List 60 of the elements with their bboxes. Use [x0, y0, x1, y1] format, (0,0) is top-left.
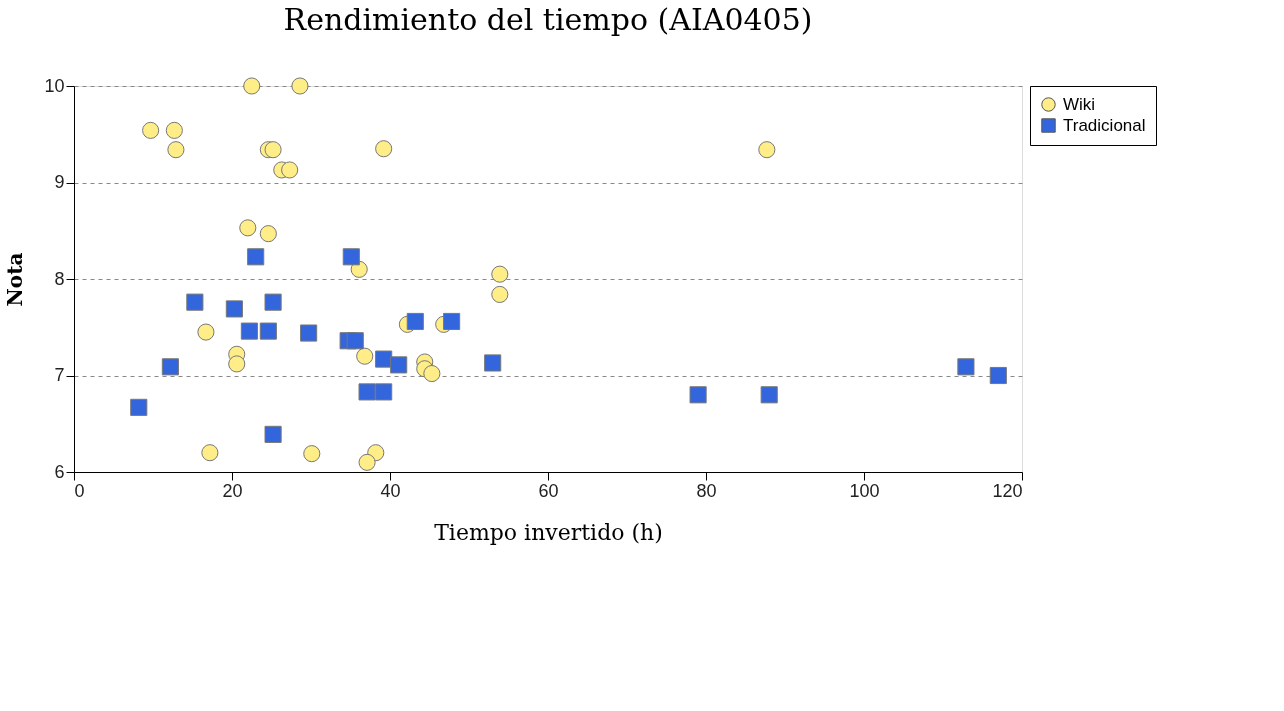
- point: [201, 444, 219, 462]
- point: [281, 161, 299, 179]
- point: [243, 77, 261, 95]
- point: [161, 358, 179, 376]
- point: [342, 248, 360, 266]
- y-tick-label: 9: [54, 172, 65, 192]
- point: [443, 312, 461, 331]
- point: [423, 365, 441, 383]
- x-tick-label: 120: [992, 480, 1023, 501]
- point: [291, 77, 309, 95]
- point: [358, 383, 376, 401]
- point: [247, 248, 265, 266]
- point: [689, 386, 707, 404]
- y-tick-label: 7: [54, 365, 65, 385]
- chart-title: Rendimiento del tiempo (AIA0405): [283, 1, 813, 37]
- point: [225, 300, 243, 318]
- point: [300, 324, 318, 342]
- point: [758, 141, 776, 159]
- point: [264, 141, 282, 159]
- x-tick-label: 100: [849, 480, 880, 501]
- point: [491, 285, 509, 303]
- point: [356, 347, 374, 365]
- point: [989, 366, 1007, 385]
- point: [375, 140, 393, 158]
- point: [264, 425, 282, 443]
- point: [390, 356, 408, 374]
- point: [358, 453, 376, 471]
- x-tick-label: 0: [74, 480, 85, 501]
- point: [259, 322, 277, 340]
- y-tick-label: 8: [54, 268, 65, 289]
- point: [375, 350, 393, 368]
- x-axis-title: Tiempo invertido (h): [434, 519, 663, 545]
- point: [240, 322, 258, 340]
- point: [228, 355, 246, 373]
- point: [239, 219, 257, 237]
- point: [957, 358, 975, 376]
- point: [142, 121, 160, 139]
- point: [186, 293, 204, 311]
- point: [130, 398, 148, 416]
- x-tick-label: 20: [222, 480, 243, 501]
- y-axis-title: Nota: [3, 252, 28, 307]
- point: [406, 312, 424, 331]
- legend-label: Wiki: [1063, 94, 1096, 114]
- point: [346, 332, 364, 350]
- point: [259, 225, 277, 243]
- point: [484, 354, 502, 372]
- point: [760, 386, 778, 404]
- point: [197, 323, 215, 341]
- point: [491, 265, 509, 283]
- point: [167, 141, 185, 159]
- x-tick-label: 80: [696, 480, 717, 501]
- x-tick-label: 60: [538, 480, 559, 501]
- legend-label: Tradicional: [1063, 115, 1146, 135]
- y-tick-label: 10: [44, 75, 65, 96]
- point: [303, 445, 321, 463]
- point: [264, 293, 282, 311]
- x-tick-label: 40: [380, 480, 401, 501]
- point: [165, 121, 183, 139]
- point: [375, 383, 393, 401]
- y-tick-label: 6: [54, 461, 65, 482]
